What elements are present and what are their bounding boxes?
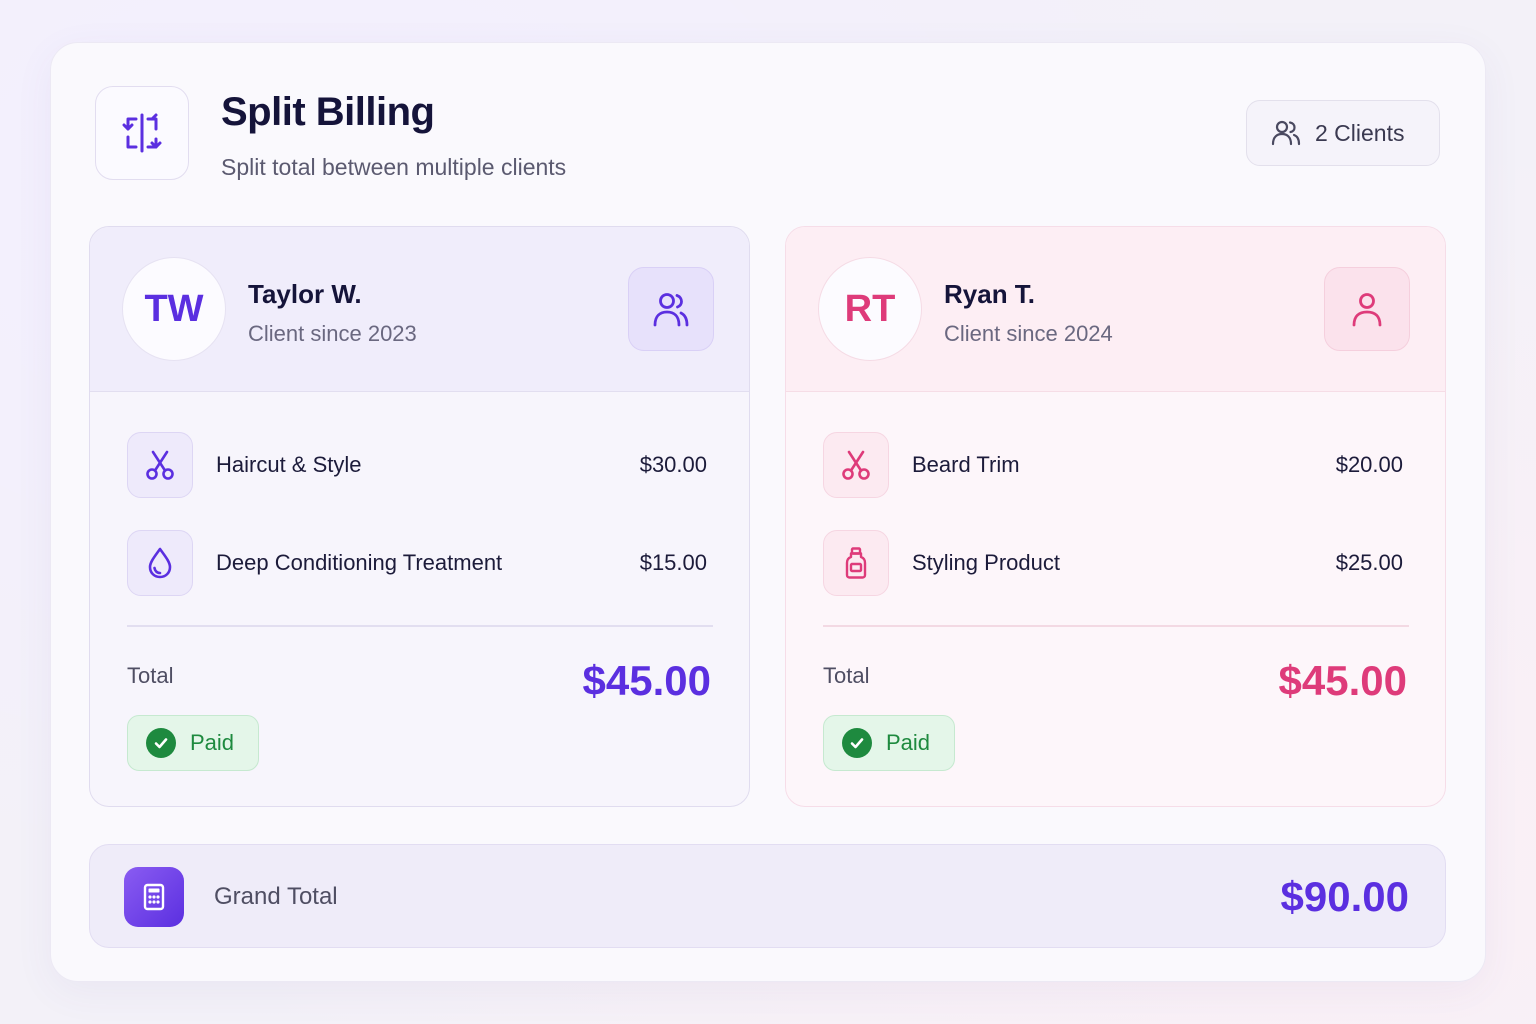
check-icon: [146, 728, 176, 758]
divider: [823, 625, 1409, 627]
user-icon: [653, 293, 689, 327]
client-name: Taylor W.: [248, 279, 362, 309]
item-price: $30.00: [639, 452, 707, 477]
client-header: TW Taylor W. Client since 2023: [90, 227, 749, 392]
avatar: RT: [818, 257, 922, 361]
total-label: Total: [823, 663, 870, 688]
total-label: Total: [127, 663, 174, 688]
client-header: RT Ryan T. Client since 2024: [786, 227, 1445, 392]
item-name: Styling Product: [912, 550, 1060, 575]
status-label: Paid: [886, 730, 931, 755]
check-icon: [842, 728, 872, 758]
item-name: Haircut & Style: [216, 452, 362, 477]
clients-count-label: 2 Clients: [1315, 119, 1405, 146]
user-icon: [1352, 293, 1382, 327]
users-icon: [1271, 120, 1301, 146]
item-price: $20.00: [1335, 452, 1403, 477]
bottle-icon: [823, 530, 889, 596]
client-profile-button[interactable]: [628, 267, 714, 351]
list-item: Styling Product $25.00: [823, 530, 1409, 596]
calculator-icon: [124, 867, 184, 927]
item-name: Beard Trim: [912, 452, 1020, 477]
grand-total-label: Grand Total: [214, 883, 338, 910]
grand-total-amount: $90.00: [1280, 873, 1409, 920]
list-item: Deep Conditioning Treatment $15.00: [127, 530, 713, 596]
client-profile-button[interactable]: [1324, 267, 1410, 351]
list-item: Haircut & Style $30.00: [127, 432, 713, 498]
total-amount: $45.00: [582, 657, 711, 704]
droplet-icon: [127, 530, 193, 596]
status-badge: Paid: [127, 715, 259, 771]
page-subtitle: Split total between multiple clients: [221, 154, 567, 180]
grand-total-bar: Grand Total $90.00: [89, 844, 1446, 948]
status-label: Paid: [190, 730, 235, 755]
item-price: $25.00: [1335, 550, 1403, 575]
list-item: Beard Trim $20.00: [823, 432, 1409, 498]
client-card-taylor: TW Taylor W. Client since 2023 Haircut &…: [89, 226, 750, 807]
client-since: Client since 2024: [944, 321, 1113, 346]
split-arrows-icon: [95, 86, 189, 180]
total-amount: $45.00: [1278, 657, 1407, 704]
scissors-icon: [127, 432, 193, 498]
scissors-icon: [823, 432, 889, 498]
avatar: TW: [122, 257, 226, 361]
clients-count-button[interactable]: 2 Clients: [1246, 100, 1440, 166]
client-name: Ryan T.: [944, 279, 1036, 309]
client-since: Client since 2023: [248, 321, 417, 346]
client-card-ryan: RT Ryan T. Client since 2024 Beard Trim …: [785, 226, 1446, 807]
page-title: Split Billing: [221, 90, 435, 134]
divider: [127, 625, 713, 627]
status-badge: Paid: [823, 715, 955, 771]
item-name: Deep Conditioning Treatment: [216, 550, 503, 575]
item-price: $15.00: [639, 550, 707, 575]
